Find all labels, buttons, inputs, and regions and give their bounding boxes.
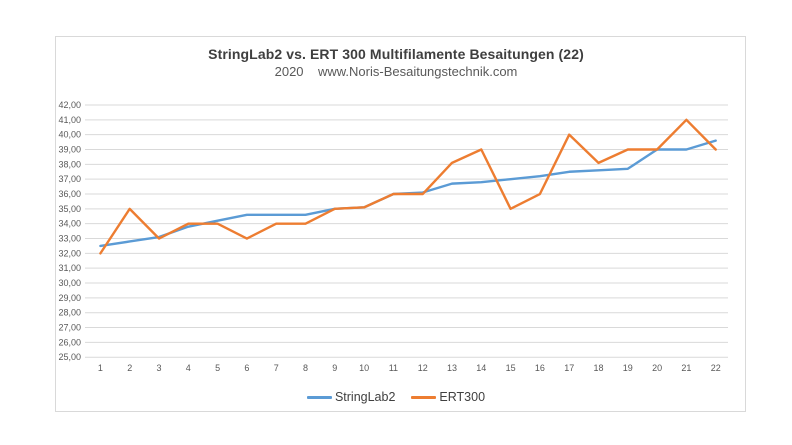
y-tick-label: 27,00 — [58, 323, 81, 333]
y-tick-label: 29,00 — [58, 293, 81, 303]
y-tick-label: 34,00 — [58, 219, 81, 229]
y-tick-label: 39,00 — [58, 145, 81, 155]
legend-label-ert300: ERT300 — [439, 390, 486, 404]
x-tick-label: 15 — [506, 363, 516, 373]
y-tick-label: 28,00 — [58, 308, 81, 318]
stringlab2-line-swatch — [306, 395, 332, 399]
legend-item-ert300: ERT300 — [411, 390, 485, 404]
y-tick-label: 35,00 — [58, 204, 81, 214]
y-tick-label: 32,00 — [58, 248, 81, 258]
x-tick-label: 14 — [476, 363, 486, 373]
x-tick-label: 5 — [215, 363, 220, 373]
legend-item-stringlab2: StringLab2 — [306, 390, 396, 404]
chart-subtitle: 2020 www.Noris-Besaitungstechnik.com — [274, 64, 518, 79]
x-tick-label: 7 — [274, 363, 279, 373]
x-tick-label: 4 — [186, 363, 191, 373]
y-tick-label: 41,00 — [58, 115, 81, 125]
y-tick-label: 31,00 — [58, 263, 81, 273]
y-tick-label: 38,00 — [58, 159, 81, 169]
x-tick-label: 21 — [681, 363, 691, 373]
x-tick-label: 22 — [711, 363, 721, 373]
y-tick-label: 33,00 — [58, 234, 81, 244]
x-tick-label: 6 — [244, 363, 249, 373]
x-tick-label: 12 — [418, 363, 428, 373]
x-tick-label: 19 — [623, 363, 633, 373]
legend: StringLab2 ERT300 — [0, 388, 792, 406]
y-tick-label: 36,00 — [58, 189, 81, 199]
x-tick-label: 17 — [564, 363, 574, 373]
x-tick-label: 20 — [652, 363, 662, 373]
y-tick-label: 25,00 — [58, 352, 81, 362]
x-tick-label: 18 — [593, 363, 603, 373]
x-tick-label: 9 — [332, 363, 337, 373]
legend-label-stringlab2: StringLab2 — [334, 390, 396, 404]
x-tick-label: 13 — [447, 363, 457, 373]
y-tick-label: 26,00 — [58, 337, 81, 347]
x-tick-label: 2 — [127, 363, 132, 373]
ert300-line — [99, 118, 717, 255]
y-tick-label: 42,00 — [58, 100, 81, 110]
x-tick-label: 11 — [389, 363, 398, 373]
y-tick-label: 30,00 — [58, 278, 81, 288]
x-tick-label: 8 — [303, 363, 308, 373]
x-tick-label: 16 — [535, 363, 545, 373]
y-tick-label: 40,00 — [58, 130, 81, 140]
ert300-line-swatch — [411, 395, 437, 399]
x-tick-label: 1 — [98, 363, 103, 373]
x-tick-label: 3 — [156, 363, 161, 373]
x-tick-label: 10 — [359, 363, 369, 373]
y-tick-label: 37,00 — [58, 174, 81, 184]
chart-title: StringLab2 vs. ERT 300 Multifilamente Be… — [208, 46, 584, 62]
